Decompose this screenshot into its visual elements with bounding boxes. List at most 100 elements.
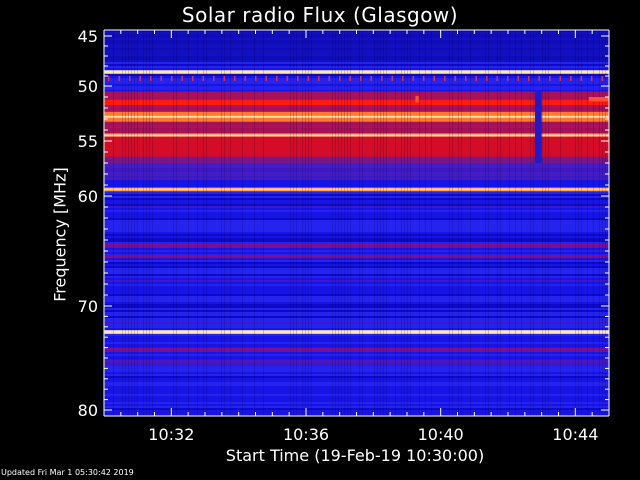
time-streak bbox=[386, 30, 387, 416]
interference-tick bbox=[559, 76, 561, 81]
channel-row bbox=[104, 262, 609, 264]
time-streak bbox=[533, 30, 534, 416]
time-streak bbox=[302, 30, 303, 416]
x-tick-label: 10:36 bbox=[283, 425, 329, 444]
channel-row bbox=[104, 76, 609, 78]
band-core bbox=[104, 188, 609, 191]
channel-row bbox=[104, 362, 609, 364]
channel-row bbox=[104, 300, 609, 302]
time-streak bbox=[395, 30, 396, 416]
channel-row bbox=[104, 74, 609, 76]
channel-row bbox=[104, 90, 609, 92]
interference-tick bbox=[181, 76, 183, 81]
interference-tick bbox=[150, 76, 152, 81]
channel-row bbox=[104, 274, 609, 276]
time-streak bbox=[137, 30, 138, 416]
channel-row bbox=[104, 310, 609, 312]
interference-tick bbox=[223, 76, 225, 81]
y-tick-label: 50 bbox=[78, 77, 98, 96]
transition-region bbox=[104, 157, 609, 180]
interference-tick bbox=[465, 76, 467, 81]
channel-row bbox=[104, 184, 609, 186]
channel-row bbox=[104, 212, 609, 214]
time-streak bbox=[374, 30, 375, 416]
interference-tick bbox=[349, 76, 351, 81]
time-streak bbox=[149, 30, 150, 416]
channel-row bbox=[104, 82, 609, 84]
channel-row bbox=[104, 374, 609, 376]
interference-tick bbox=[475, 76, 477, 81]
time-streak bbox=[407, 30, 408, 416]
interference-tick bbox=[423, 76, 425, 81]
interference-tick bbox=[444, 76, 446, 81]
channel-row bbox=[104, 314, 609, 316]
channel-row bbox=[104, 394, 609, 396]
interference-tick bbox=[202, 76, 204, 81]
channel-row bbox=[104, 326, 609, 328]
interference-tick bbox=[286, 76, 288, 81]
channel-row bbox=[104, 198, 609, 200]
channel-row bbox=[104, 266, 609, 268]
interference-tick bbox=[402, 76, 404, 81]
channel-row bbox=[104, 392, 609, 394]
channel-row bbox=[104, 208, 609, 210]
channel-row bbox=[104, 378, 609, 380]
channel-row bbox=[104, 346, 609, 348]
interference-tick bbox=[433, 76, 435, 81]
interference-tick bbox=[486, 76, 488, 81]
interference-tick bbox=[297, 76, 299, 81]
interference-tick bbox=[360, 76, 362, 81]
channel-row bbox=[104, 66, 609, 68]
time-streak bbox=[515, 30, 516, 416]
channel-row bbox=[104, 322, 609, 324]
channel-row bbox=[104, 264, 609, 266]
channel-row bbox=[104, 294, 609, 296]
channel-row bbox=[104, 234, 609, 236]
channel-row bbox=[104, 276, 609, 278]
channel-row bbox=[104, 180, 609, 182]
x-axis-label: Start Time (19-Feb-19 10:30:00) bbox=[225, 446, 485, 465]
time-streak bbox=[263, 30, 264, 416]
band-core bbox=[104, 331, 609, 333]
channel-row bbox=[104, 210, 609, 212]
channel-row bbox=[104, 88, 609, 90]
y-tick-label: 55 bbox=[78, 132, 98, 151]
time-streak bbox=[230, 30, 231, 416]
interference-tick bbox=[507, 76, 509, 81]
y-tick-label: 45 bbox=[78, 27, 98, 46]
time-streak bbox=[254, 30, 255, 416]
channel-row bbox=[104, 408, 609, 410]
frequency-band bbox=[104, 243, 609, 248]
channel-row bbox=[104, 192, 609, 194]
time-streak bbox=[602, 30, 603, 416]
channel-row bbox=[104, 86, 609, 88]
time-streak bbox=[605, 30, 606, 416]
channel-row bbox=[104, 316, 609, 318]
channel-row bbox=[104, 334, 609, 336]
channel-row bbox=[104, 302, 609, 304]
channel-row bbox=[104, 368, 609, 370]
channel-row bbox=[104, 404, 609, 406]
time-streak bbox=[509, 30, 510, 416]
dip-event bbox=[534, 91, 542, 163]
channel-row bbox=[104, 284, 609, 286]
time-streak bbox=[293, 30, 294, 416]
plot-area bbox=[104, 30, 609, 416]
time-streak bbox=[452, 30, 453, 416]
channel-row bbox=[104, 222, 609, 224]
y-tick-label: 60 bbox=[78, 187, 98, 206]
channel-row bbox=[104, 196, 609, 198]
time-streak bbox=[545, 30, 546, 416]
time-streak bbox=[128, 30, 129, 416]
frequency-band bbox=[104, 347, 609, 352]
interference-tick bbox=[538, 76, 540, 81]
interference-tick bbox=[570, 76, 572, 81]
time-streak bbox=[581, 30, 582, 416]
time-streak bbox=[419, 30, 420, 416]
channel-row bbox=[104, 356, 609, 358]
frequency-band bbox=[104, 99, 609, 106]
channel-row bbox=[104, 318, 609, 320]
time-streak bbox=[242, 30, 243, 416]
time-streak bbox=[359, 30, 360, 416]
time-streak bbox=[113, 30, 114, 416]
